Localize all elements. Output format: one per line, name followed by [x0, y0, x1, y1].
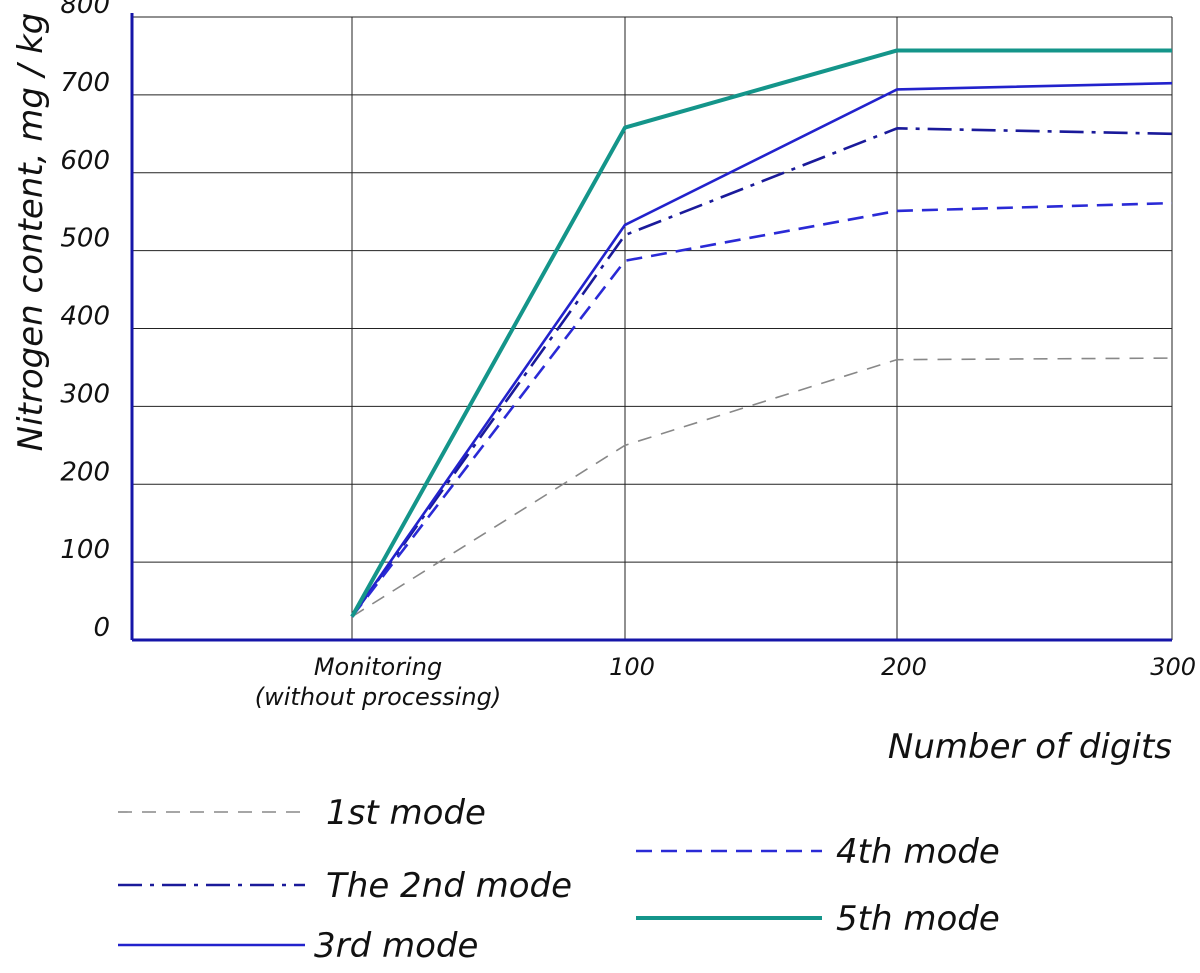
- axes: [130, 13, 1172, 642]
- series-lines: [350, 48, 1173, 618]
- x-tick-label: 200: [881, 653, 927, 681]
- y-tick-label: 500: [60, 224, 110, 254]
- x-tick-label: 300: [1150, 653, 1196, 681]
- legend-label-2: The 2nd mode: [326, 866, 572, 906]
- y-axis-title: Nitrogen content, mg / kg: [11, 13, 51, 452]
- y-tick-label: 300: [60, 379, 110, 409]
- grid: [132, 16, 1173, 640]
- x-axis-title: Number of digits: [888, 727, 1172, 767]
- series-line-4: [350, 201, 1173, 618]
- y-tick-labels: 0 100 200 300 400 500 600 700 800: [60, 0, 110, 643]
- legend-label-4: 4th mode: [836, 832, 1000, 872]
- series-line-3: [350, 81, 1173, 618]
- y-tick-label: 400: [60, 302, 110, 332]
- series-line-2: [350, 127, 1173, 618]
- x-tick-label: Monitoring: [314, 653, 442, 681]
- y-tick-label: 800: [60, 0, 110, 20]
- y-tick-label: 200: [60, 457, 110, 487]
- y-tick-label: 700: [60, 68, 110, 98]
- x-tick-labels: Monitoring(without processing) 100 200 300: [255, 653, 1196, 711]
- legend-label-5: 5th mode: [836, 899, 1000, 939]
- legend-label-3: 3rd mode: [314, 926, 478, 966]
- legend-label-1: 1st mode: [326, 793, 486, 833]
- y-tick-label: 600: [60, 146, 110, 176]
- series-line-1: [351, 357, 1173, 618]
- x-tick-label: 100: [609, 653, 655, 681]
- y-tick-label: 100: [60, 535, 110, 565]
- legend: 1st mode The 2nd mode 3rd mode 4th mode 5th …: [118, 793, 1000, 966]
- x-tick-label: (without processing): [255, 683, 501, 711]
- series-line-5: [350, 48, 1172, 618]
- y-tick-label: 0: [93, 613, 110, 643]
